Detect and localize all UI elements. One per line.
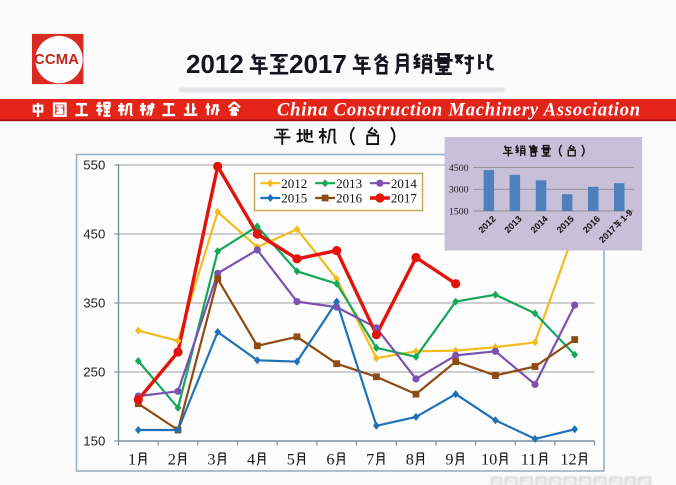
svg-text:5: 5	[287, 450, 295, 469]
svg-text:350: 350	[83, 296, 105, 311]
svg-text:CCMA: CCMA	[34, 52, 79, 68]
svg-text:3: 3	[207, 450, 215, 469]
svg-text:7: 7	[366, 450, 374, 469]
svg-text:4: 4	[247, 450, 255, 469]
svg-text:2015: 2015	[281, 191, 307, 206]
svg-text:150: 150	[83, 434, 105, 449]
svg-text:3000: 3000	[449, 185, 469, 196]
svg-text:4500: 4500	[449, 163, 469, 174]
svg-text:11: 11	[521, 450, 537, 469]
svg-text:2017: 2017	[391, 191, 418, 206]
svg-text:2: 2	[168, 450, 176, 469]
svg-text:6: 6	[326, 450, 334, 469]
svg-text:2014: 2014	[391, 176, 418, 191]
svg-text:China Construction Machinery A: China Construction Machinery Association	[277, 100, 641, 120]
svg-text:2012: 2012	[281, 176, 307, 191]
svg-text:250: 250	[83, 365, 105, 380]
svg-text:550: 550	[83, 158, 105, 173]
svg-text:8: 8	[406, 450, 414, 469]
svg-text:1500: 1500	[449, 206, 469, 217]
svg-text:10: 10	[481, 450, 497, 469]
svg-text:1: 1	[128, 450, 136, 469]
svg-text:2013: 2013	[336, 176, 362, 191]
svg-text:2012: 2012	[186, 49, 244, 79]
svg-text:2016: 2016	[336, 191, 363, 206]
svg-text:450: 450	[83, 227, 105, 242]
svg-text:2017: 2017	[289, 49, 347, 79]
svg-text:12: 12	[560, 450, 576, 469]
svg-text:9: 9	[445, 450, 453, 469]
